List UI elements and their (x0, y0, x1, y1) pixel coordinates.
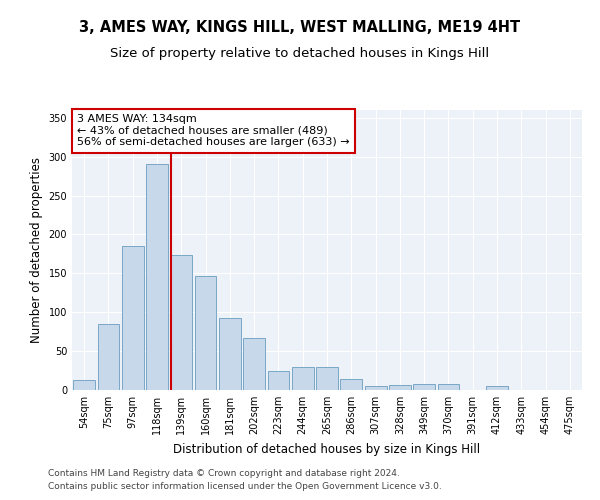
Bar (97, 324, 119, 390)
Bar (437, 384, 460, 390)
Bar (146, 164, 168, 390)
Bar (122, 246, 143, 390)
Text: Contains public sector information licensed under the Open Government Licence v3: Contains public sector information licen… (48, 482, 442, 491)
Bar (219, 318, 241, 390)
Bar (365, 386, 386, 390)
Bar (486, 386, 508, 390)
Text: 3, AMES WAY, KINGS HILL, WEST MALLING, ME19 4HT: 3, AMES WAY, KINGS HILL, WEST MALLING, M… (79, 20, 521, 35)
Bar (170, 256, 192, 390)
X-axis label: Distribution of detached houses by size in Kings Hill: Distribution of detached houses by size … (173, 442, 481, 456)
Bar (389, 384, 411, 390)
Bar (73, 380, 95, 390)
Bar (413, 384, 435, 390)
Bar (194, 276, 217, 390)
Text: Contains HM Land Registry data © Crown copyright and database right 2024.: Contains HM Land Registry data © Crown c… (48, 468, 400, 477)
Text: Size of property relative to detached houses in Kings Hill: Size of property relative to detached ho… (110, 48, 490, 60)
Bar (243, 338, 265, 390)
Y-axis label: Number of detached properties: Number of detached properties (30, 157, 43, 343)
Text: 3 AMES WAY: 134sqm
← 43% of detached houses are smaller (489)
56% of semi-detach: 3 AMES WAY: 134sqm ← 43% of detached hou… (77, 114, 350, 148)
Bar (292, 366, 314, 390)
Bar (316, 366, 338, 390)
Bar (268, 370, 289, 390)
Bar (340, 379, 362, 390)
